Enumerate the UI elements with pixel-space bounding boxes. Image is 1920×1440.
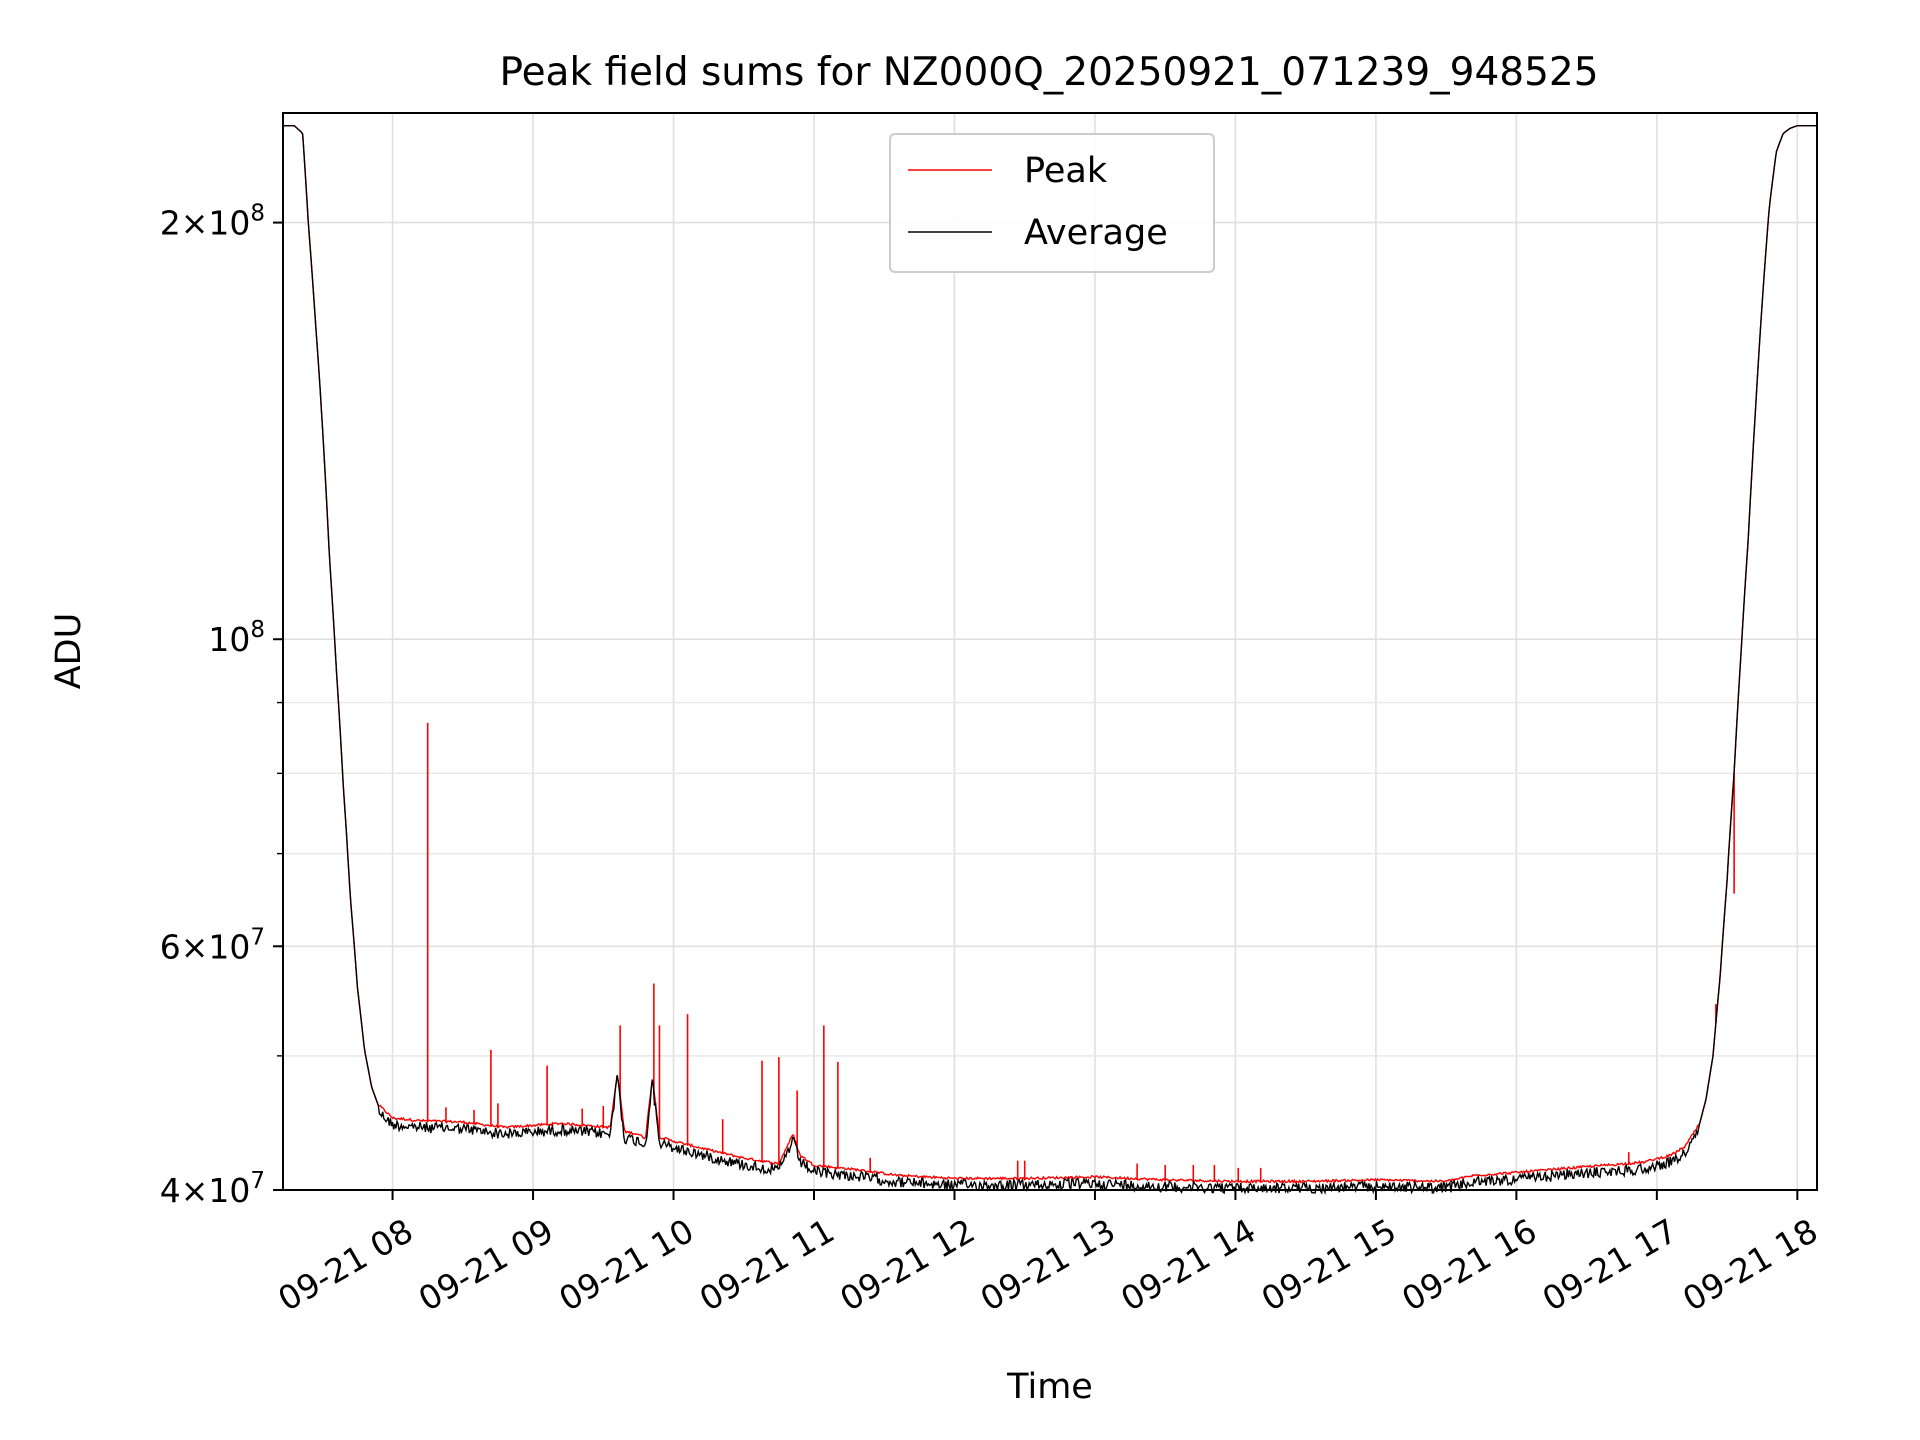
axes-frame bbox=[282, 112, 1818, 1191]
y-tick-label: 108 bbox=[208, 617, 265, 659]
y-tick-label-base: 4×10 bbox=[160, 1171, 251, 1210]
average-series-line bbox=[283, 125, 1817, 1195]
y-tick-label-base: 10 bbox=[208, 620, 250, 659]
y-tick-label-exponent: 7 bbox=[250, 1168, 265, 1194]
y-tick-label: 6×107 bbox=[160, 924, 265, 966]
x-axis-label: Time bbox=[1006, 1367, 1093, 1407]
y-tick-label-base: 2×10 bbox=[160, 204, 251, 243]
y-axis-label: ADU bbox=[49, 613, 89, 690]
legend-label-peak: Peak bbox=[1024, 151, 1108, 191]
y-tick-label: 4×107 bbox=[160, 1168, 265, 1210]
y-tick-label: 2×108 bbox=[160, 201, 265, 243]
plot-area bbox=[283, 125, 1817, 1195]
y-tick-label-base: 6×10 bbox=[160, 927, 251, 966]
y-tick-label-exponent: 8 bbox=[250, 617, 265, 643]
chart-title: Peak field sums for NZ000Q_20250921_0712… bbox=[499, 50, 1598, 95]
legend: Peak Average bbox=[889, 133, 1215, 273]
y-tick-label-exponent: 7 bbox=[250, 924, 265, 950]
legend-label-average: Average bbox=[1024, 213, 1168, 253]
y-tick-label-exponent: 8 bbox=[250, 201, 265, 227]
legend-box bbox=[889, 133, 1215, 273]
peak-series-line bbox=[283, 125, 1817, 1185]
